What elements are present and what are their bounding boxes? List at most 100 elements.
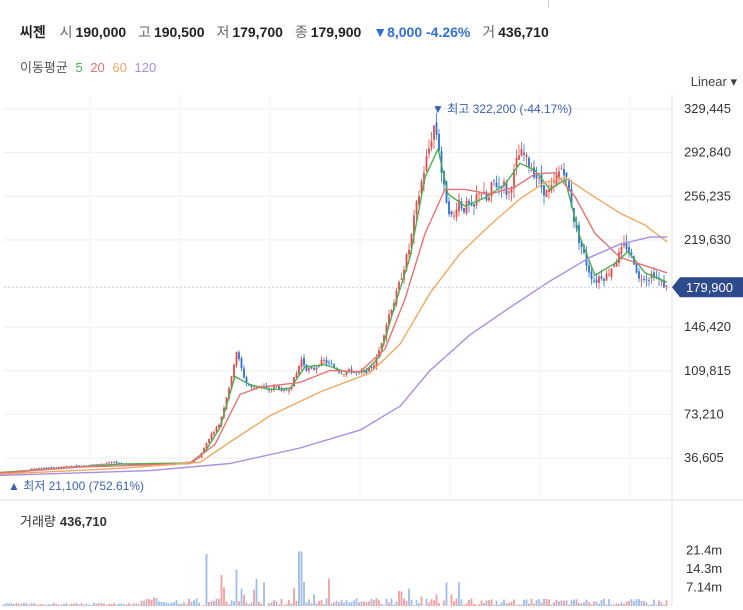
candle-body (640, 279, 643, 281)
volume-bar (453, 601, 455, 606)
volume-bar (425, 598, 428, 606)
candle-body (595, 279, 598, 283)
volume-bar (638, 599, 640, 606)
open-label: 시 (59, 24, 73, 40)
high-value: 190,500 (153, 24, 205, 40)
volume-bar (413, 605, 415, 606)
volume-bar (110, 603, 113, 606)
candle-body (478, 193, 480, 195)
candle-body (30, 468, 33, 471)
max-price-annotation: ▼ 최고 322,200 (-44.17%) (432, 102, 572, 116)
volume-bar (618, 604, 620, 606)
ma-120-label: 120 (134, 60, 157, 75)
candle-body (100, 464, 103, 465)
volume-bar (350, 601, 353, 606)
candle-body (353, 371, 355, 374)
volume-bar (95, 603, 98, 606)
volume-bar (328, 578, 330, 606)
candle-body (633, 256, 635, 265)
candle-body (340, 372, 343, 374)
low-value: 179,700 (232, 24, 283, 40)
candle-body (558, 171, 560, 178)
candle-body (228, 388, 230, 399)
volume-bar (560, 600, 563, 606)
volume-bar (653, 599, 655, 606)
candle-body (98, 464, 100, 466)
volume-bar (665, 600, 668, 606)
volume-bar (483, 603, 485, 606)
volume-bar (70, 603, 73, 606)
volume-bar (648, 604, 650, 606)
current-price-badge (672, 277, 743, 298)
candle-body (523, 152, 525, 155)
candle-body (468, 200, 470, 204)
volume-bar (523, 600, 525, 606)
price-tick-label: 146,420 (684, 319, 731, 334)
candle-body (508, 191, 510, 193)
volume-bar (620, 601, 623, 606)
volume-bar (115, 604, 118, 606)
volume-bar (578, 602, 580, 606)
volume-bar (368, 601, 370, 606)
candle-body (310, 366, 313, 369)
volume-bar (478, 604, 480, 606)
volume-bar (400, 591, 403, 606)
candle-body (425, 156, 428, 171)
moving-average-legend[interactable]: 이동평균 5 20 60 120 (20, 57, 160, 76)
volume-bar (473, 603, 475, 606)
candle-body (380, 343, 383, 350)
volume-bar (535, 600, 538, 606)
volume-bar (125, 604, 128, 606)
candle-body (238, 352, 240, 360)
candle-body (413, 215, 415, 236)
candle-body (73, 465, 75, 467)
candle-body (245, 377, 248, 384)
volume-bar (658, 600, 660, 606)
volume-value: 436,710 (498, 24, 549, 40)
volume-bar (285, 603, 288, 606)
candle-body (645, 279, 648, 281)
volume-bar (443, 600, 445, 606)
volume-bar (518, 604, 520, 606)
volume-bar (248, 604, 250, 606)
candle-body (663, 279, 665, 288)
volume-bar (180, 603, 183, 606)
candle-body (495, 182, 498, 188)
candle-body (445, 181, 448, 204)
candle-body (390, 309, 393, 316)
change-value: ▼8,000 (373, 24, 423, 40)
volume-bar (195, 598, 198, 606)
volume-bar (173, 602, 175, 606)
candle-body (78, 465, 80, 467)
volume-bar (170, 602, 173, 606)
candle-body (113, 461, 115, 463)
volume-bar (378, 600, 380, 606)
volume-bar (20, 603, 23, 606)
current-price-label: 179,900 (686, 280, 733, 295)
volume-bar (408, 588, 410, 606)
volume-bar (528, 603, 530, 606)
volume-bar (5, 603, 8, 606)
volume-bar (485, 600, 488, 606)
volume-tick-label: 14.3m (686, 561, 722, 576)
volume-bar (40, 603, 43, 606)
volume-bar (360, 601, 363, 606)
candle-body (653, 272, 655, 279)
candle-body (300, 359, 303, 368)
volume-bar (323, 604, 325, 606)
volume-bar (588, 602, 590, 606)
candle-body (470, 203, 473, 206)
top-border-line (548, 0, 549, 8)
volume-bar (605, 604, 608, 606)
volume-bar (583, 602, 585, 606)
scale-mode-dropdown[interactable]: Linear ▾ (690, 74, 737, 89)
candle-body (525, 154, 528, 157)
candle-body (63, 466, 65, 468)
volume-bar (625, 601, 628, 606)
candle-body (253, 387, 255, 389)
volume-bar (160, 601, 163, 606)
volume-bar (260, 603, 263, 606)
volume-bar (613, 604, 615, 606)
volume-bar (318, 600, 320, 606)
